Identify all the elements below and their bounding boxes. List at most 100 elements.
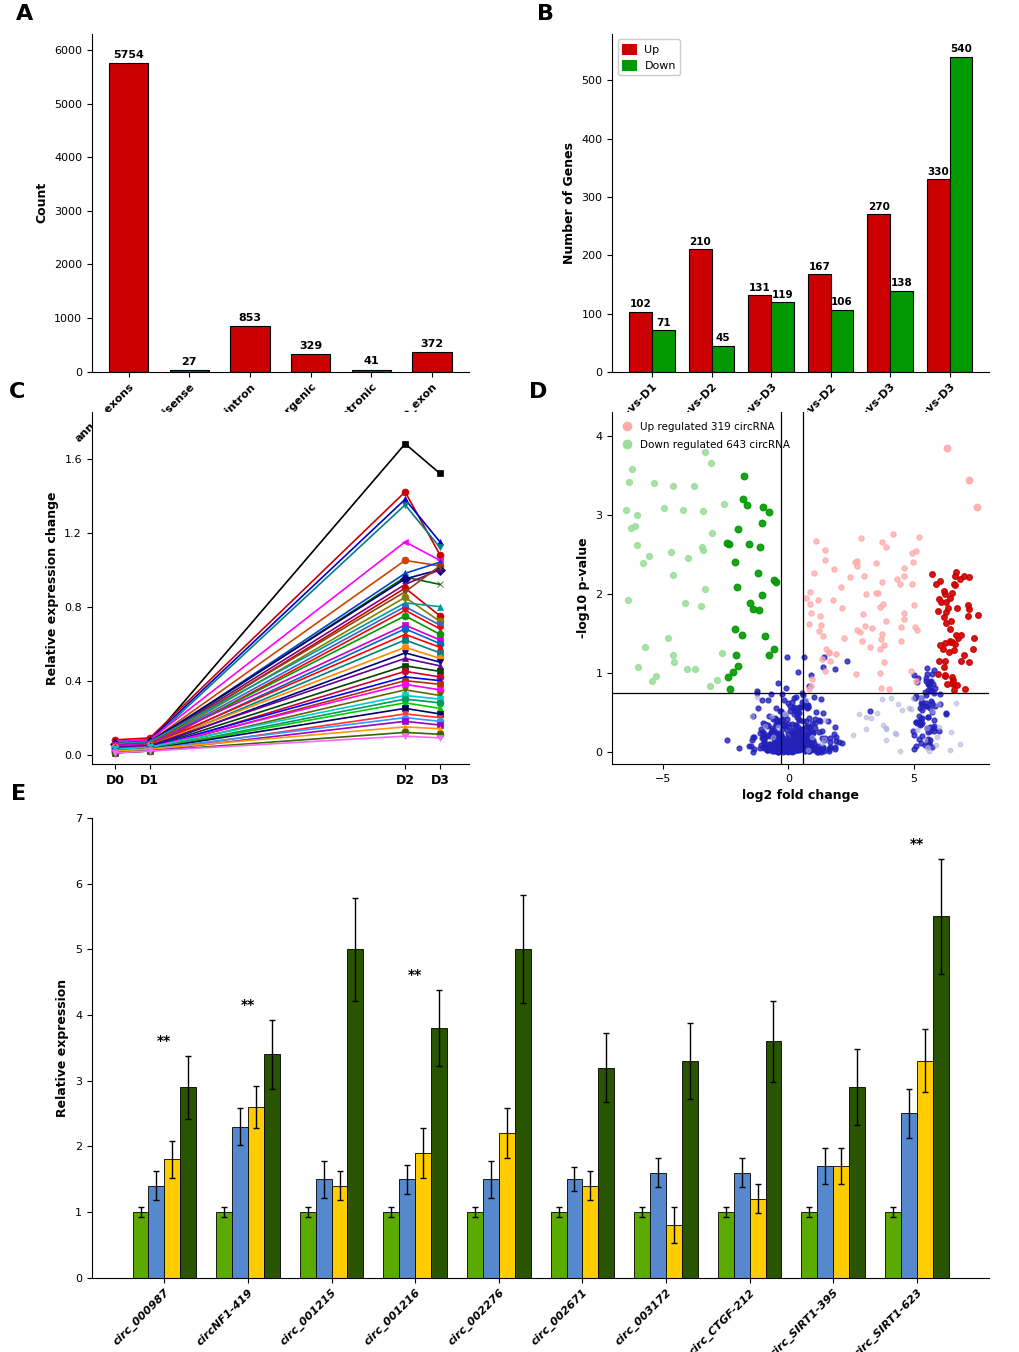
Point <box>785 727 801 749</box>
Point <box>664 645 681 667</box>
Point <box>794 684 810 706</box>
Point <box>949 627 965 649</box>
Point <box>779 692 795 714</box>
Point <box>960 566 976 588</box>
Bar <box>431 1028 446 1278</box>
Point <box>766 738 783 760</box>
Point <box>772 727 789 749</box>
Bar <box>216 1211 232 1278</box>
Point <box>803 733 819 754</box>
Point <box>756 733 772 754</box>
Point <box>766 707 783 729</box>
Point <box>727 552 743 573</box>
Point <box>762 683 779 704</box>
Point <box>793 730 809 752</box>
Point <box>766 726 783 748</box>
Bar <box>890 292 912 372</box>
Point <box>814 702 830 723</box>
Point <box>810 710 826 731</box>
Point <box>921 672 937 694</box>
Point <box>678 658 694 680</box>
Text: 27: 27 <box>181 357 197 368</box>
Point <box>943 672 959 694</box>
Point <box>812 738 828 760</box>
Bar <box>801 1211 816 1278</box>
Text: 329: 329 <box>299 341 322 352</box>
Point <box>918 718 934 740</box>
Point <box>766 571 783 592</box>
Point <box>715 493 732 515</box>
Point <box>868 702 884 723</box>
Point <box>743 735 759 757</box>
Point <box>768 722 785 744</box>
Point <box>758 740 774 761</box>
Text: 540: 540 <box>949 45 971 54</box>
Point <box>875 634 892 656</box>
Point <box>775 690 792 711</box>
Point <box>754 722 770 744</box>
Point <box>796 735 812 757</box>
Point <box>788 738 804 760</box>
Point <box>787 725 803 746</box>
Point <box>904 552 920 573</box>
Point <box>903 699 919 721</box>
Point <box>730 518 746 539</box>
Point <box>788 726 804 748</box>
Point <box>873 571 890 592</box>
Point <box>912 733 928 754</box>
Point <box>913 694 929 715</box>
Text: C: C <box>9 383 25 403</box>
Point <box>907 735 923 757</box>
Bar <box>109 64 148 372</box>
Bar <box>629 312 651 372</box>
Point <box>761 733 777 754</box>
Point <box>743 729 759 750</box>
Point <box>919 675 935 696</box>
Bar <box>949 57 971 372</box>
Point <box>812 688 828 710</box>
Point <box>786 703 802 725</box>
Point <box>758 737 774 758</box>
Point <box>803 735 819 757</box>
Point <box>790 740 806 761</box>
Bar <box>482 1179 498 1278</box>
Point <box>925 708 942 730</box>
Point <box>909 667 925 688</box>
Point <box>791 719 807 741</box>
Bar <box>316 1179 331 1278</box>
Point <box>770 727 787 749</box>
Point <box>781 735 797 757</box>
Point <box>790 731 806 753</box>
Point <box>916 734 932 756</box>
Point <box>762 722 779 744</box>
Point <box>813 649 829 671</box>
Point <box>944 667 960 688</box>
Point <box>738 493 754 515</box>
Point <box>947 561 963 583</box>
Point <box>779 738 795 760</box>
Point <box>759 690 775 711</box>
Bar <box>180 1087 196 1278</box>
Point <box>685 476 701 498</box>
Point <box>792 731 808 753</box>
Point <box>758 738 774 760</box>
Point <box>786 700 802 722</box>
Point <box>947 565 963 587</box>
Point <box>760 645 776 667</box>
Bar <box>682 1061 697 1278</box>
Point <box>921 729 937 750</box>
Point <box>788 702 804 723</box>
Y-axis label: Number of Genes: Number of Genes <box>562 142 576 264</box>
Point <box>779 737 795 758</box>
Point <box>925 715 942 737</box>
Bar <box>169 370 209 372</box>
Text: 119: 119 <box>770 289 793 300</box>
Point <box>846 550 862 572</box>
Point <box>785 735 801 757</box>
Point <box>919 735 935 757</box>
Point <box>809 741 825 763</box>
Point <box>796 737 812 758</box>
Point <box>661 541 678 562</box>
Point <box>809 738 825 760</box>
Point <box>876 537 893 558</box>
